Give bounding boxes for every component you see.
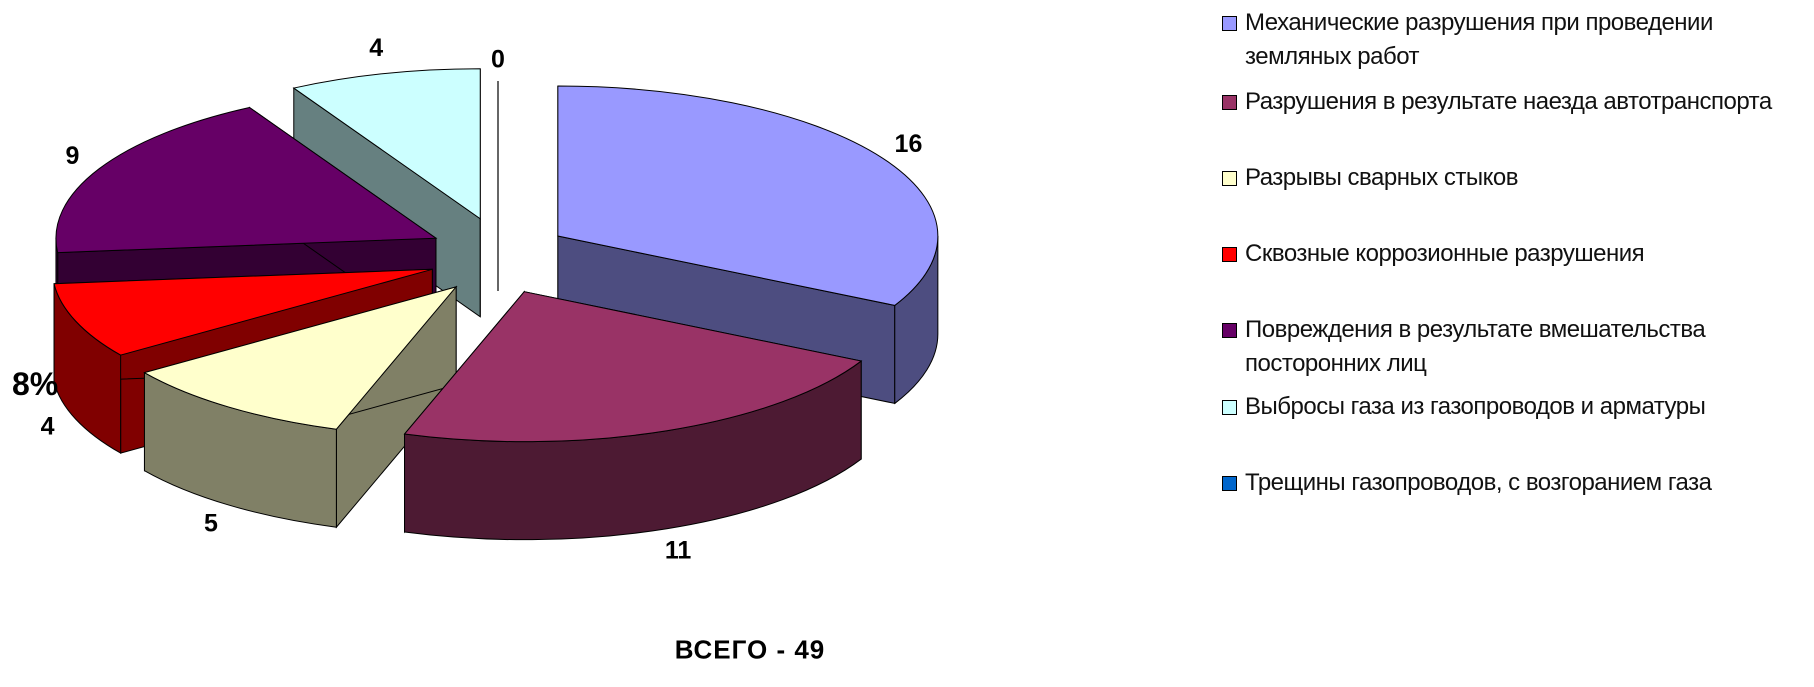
legend-swatch	[1222, 247, 1237, 262]
legend-item: Разрушения в результате наезда автотранс…	[1222, 85, 1805, 119]
legend-label: Выбросы газа из газопроводов и арматуры	[1245, 393, 1706, 420]
pie-slice-2	[403, 290, 863, 541]
legend-label: Трещины газопроводов, с возгоранием газа	[1245, 469, 1712, 496]
legend-swatch	[1222, 400, 1237, 415]
legend-label: Повреждения в результате вмешательства п…	[1245, 316, 1706, 377]
pie-slice-top	[557, 85, 939, 306]
total-label: ВСЕГО - 49	[674, 634, 826, 665]
legend-item: Разрывы сварных стыков	[1222, 161, 1805, 195]
pie-slices	[53, 68, 939, 541]
legend-label: Сквозные коррозионные разрушения	[1245, 240, 1645, 267]
pie-value-label: 11	[665, 537, 692, 565]
legend-label: Разрывы сварных стыков	[1245, 164, 1519, 191]
legend-swatch	[1222, 476, 1237, 491]
legend-swatch	[1222, 95, 1237, 110]
pie-slice-top	[292, 68, 481, 220]
legend-item: Сквозные коррозионные разрушения	[1222, 237, 1805, 271]
legend-item: Трещины газопроводов, с возгоранием газа	[1222, 466, 1805, 500]
pie-slice-top	[403, 291, 863, 443]
legend-swatch	[1222, 323, 1237, 338]
pie-value-label: 16	[895, 130, 923, 158]
pie-value-label: 4	[41, 412, 55, 440]
pie-value-label: 9	[65, 142, 79, 170]
legend-label: Разрушения в результате наезда автотранс…	[1245, 88, 1772, 115]
legend-swatch	[1222, 171, 1237, 186]
legend-item: Механические разрушения при проведении з…	[1222, 6, 1805, 74]
legend-item: Повреждения в результате вмешательства п…	[1222, 313, 1805, 381]
pie-slice-3	[143, 285, 458, 529]
legend-swatch	[1222, 16, 1237, 31]
pie-value-label: 4	[369, 34, 383, 62]
pie-slice-top	[143, 285, 458, 430]
pie-slice-top	[55, 106, 438, 254]
percentage-label: 8%	[12, 366, 59, 402]
pie-value-label: 0	[491, 46, 505, 74]
pie-slice-top	[53, 268, 433, 356]
legend-label: Механические разрушения при проведении з…	[1245, 9, 1713, 70]
pie-value-label: 5	[204, 510, 218, 538]
legend-item: Выбросы газа из газопроводов и арматуры	[1222, 390, 1805, 424]
pie-value-labels: 16 11 5 4 9 4 0	[41, 34, 923, 564]
